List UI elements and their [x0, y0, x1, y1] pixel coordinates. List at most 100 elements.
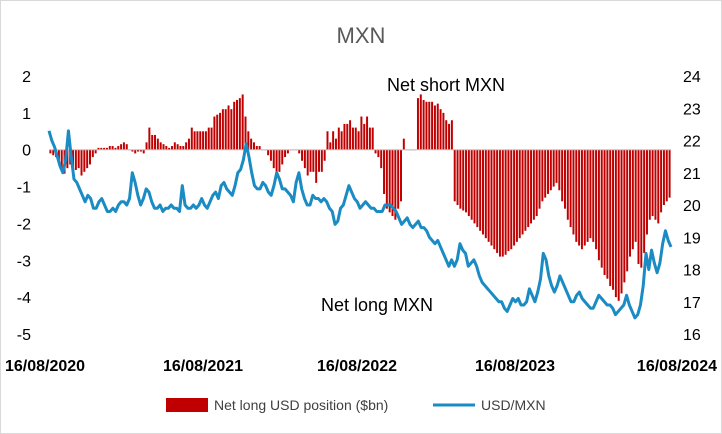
- bar: [380, 149, 383, 169]
- bar: [487, 149, 490, 242]
- bar: [360, 116, 363, 150]
- bar: [77, 149, 80, 169]
- bar: [493, 149, 496, 250]
- bar: [645, 149, 648, 235]
- bar: [255, 146, 258, 150]
- bar: [600, 149, 603, 268]
- bar: [374, 149, 377, 154]
- bar: [309, 149, 312, 172]
- bar-series: [49, 94, 671, 301]
- bar: [139, 149, 142, 152]
- right-tick-label: 19: [683, 230, 701, 247]
- annotation-net-long: Net long MXN: [321, 295, 433, 315]
- bar: [306, 149, 309, 176]
- bar: [103, 147, 106, 150]
- x-tick-label: 16/08/2022: [317, 358, 397, 375]
- bar: [470, 149, 473, 220]
- x-tick-label: 16/08/2021: [163, 358, 243, 375]
- bar: [662, 149, 665, 205]
- right-tick-label: 23: [683, 101, 701, 118]
- bar: [298, 149, 301, 154]
- bar: [162, 144, 165, 150]
- left-tick-label: -2: [17, 216, 31, 233]
- bar: [182, 146, 185, 150]
- bar: [100, 147, 103, 150]
- bar: [272, 149, 275, 169]
- bar: [640, 149, 643, 268]
- left-tick-label: -4: [17, 290, 31, 307]
- bar: [286, 149, 289, 154]
- bar: [224, 109, 227, 150]
- bar: [524, 149, 527, 231]
- bar: [134, 149, 137, 154]
- bar: [52, 149, 55, 156]
- legend-label-line: USD/MXN: [481, 397, 546, 413]
- bar: [145, 142, 148, 150]
- bar: [549, 149, 552, 191]
- bar: [199, 131, 202, 150]
- bar: [117, 146, 120, 150]
- bar: [156, 138, 159, 150]
- bar: [340, 131, 343, 150]
- bar: [247, 131, 250, 150]
- bar: [665, 149, 668, 202]
- bar: [592, 149, 595, 242]
- bar: [320, 149, 323, 172]
- bar: [165, 146, 168, 150]
- bar: [541, 149, 544, 202]
- annotation-net-short: Net short MXN: [387, 75, 505, 95]
- bar: [337, 127, 340, 150]
- bar: [154, 134, 157, 150]
- bar: [563, 149, 566, 209]
- bar: [278, 149, 281, 172]
- bar: [521, 149, 524, 235]
- bar: [547, 149, 549, 194]
- bar: [459, 149, 462, 209]
- bar: [303, 149, 306, 169]
- bar: [476, 149, 479, 228]
- bar: [236, 99, 238, 150]
- bar: [433, 105, 436, 150]
- bar: [569, 149, 572, 228]
- usdmxn-line: [47, 129, 673, 320]
- bar: [91, 149, 94, 158]
- bar: [561, 149, 564, 202]
- bar: [351, 127, 354, 150]
- bar: [467, 149, 470, 217]
- bar: [343, 123, 346, 150]
- bar: [660, 149, 663, 213]
- bar: [216, 114, 219, 150]
- bar: [227, 105, 230, 150]
- left-tick-label: -1: [17, 180, 31, 197]
- bar: [125, 144, 128, 150]
- bar: [368, 127, 371, 150]
- bar: [513, 149, 516, 246]
- bar: [89, 149, 91, 165]
- bar: [484, 149, 487, 239]
- bar: [120, 144, 123, 150]
- bar: [176, 144, 179, 150]
- bar: [651, 149, 654, 217]
- bar: [504, 149, 507, 255]
- bar: [267, 149, 270, 156]
- bar: [241, 94, 244, 150]
- bar: [238, 98, 241, 150]
- bar: [572, 149, 575, 235]
- right-tick-label: 22: [683, 134, 701, 151]
- bar: [301, 149, 304, 161]
- bar: [589, 149, 592, 239]
- bar: [329, 142, 332, 150]
- bar: [250, 138, 253, 150]
- bar: [614, 149, 617, 298]
- chart-title: MXN: [337, 23, 386, 48]
- bar: [207, 127, 210, 150]
- bar: [66, 149, 69, 169]
- bar: [643, 149, 646, 253]
- right-tick-label: 18: [683, 263, 701, 280]
- bar: [179, 146, 182, 150]
- bar: [473, 149, 476, 224]
- bar: [425, 101, 428, 150]
- bar: [83, 149, 86, 172]
- bar: [453, 149, 456, 202]
- left-tick-label: 1: [22, 106, 31, 123]
